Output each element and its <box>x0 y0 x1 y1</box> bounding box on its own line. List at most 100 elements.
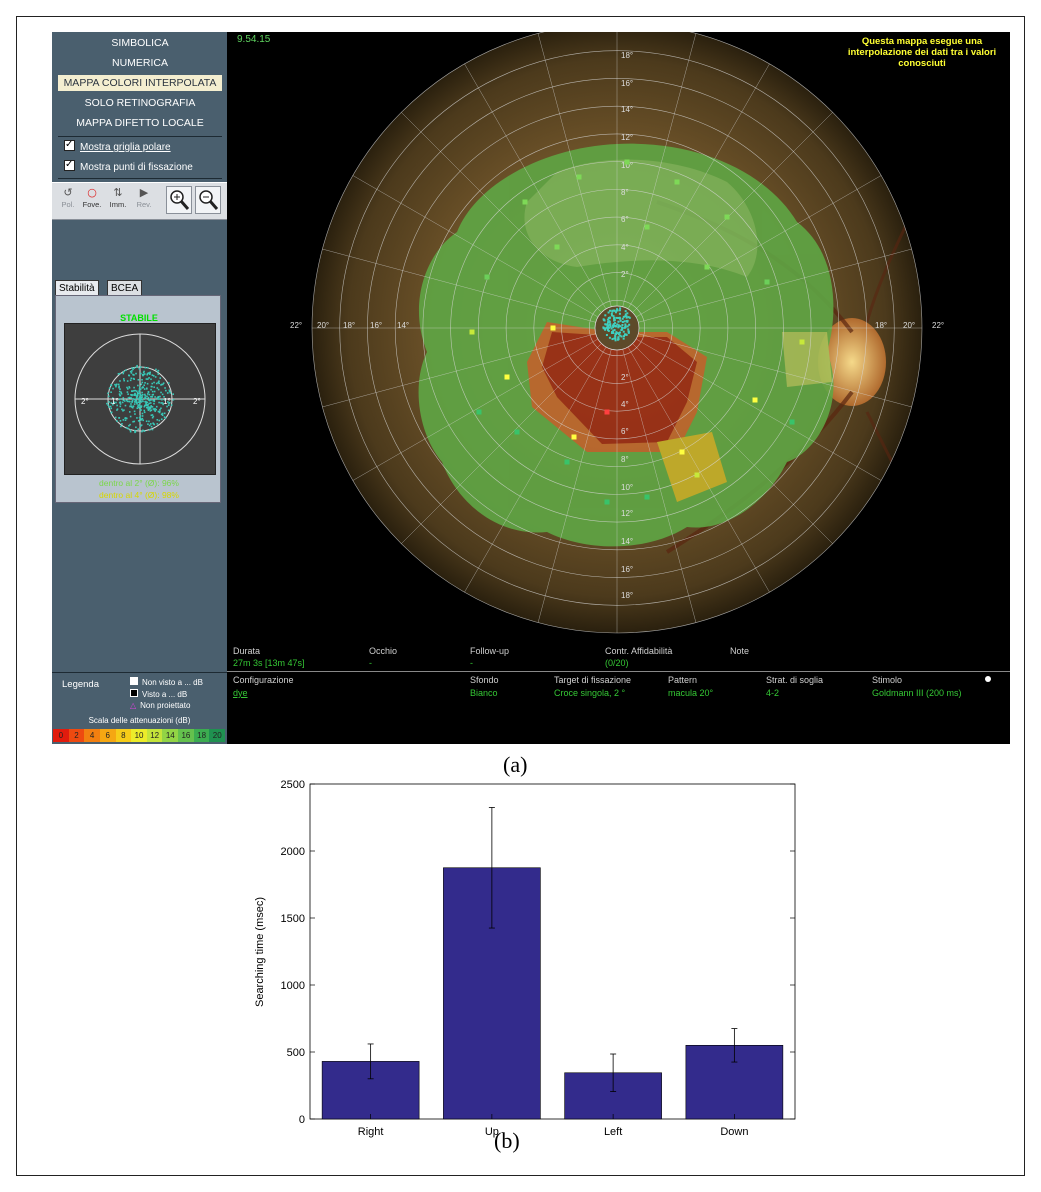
checkbox-checked-icon[interactable] <box>64 137 75 153</box>
checkbox-mostra-punti-fissazione[interactable]: Mostra punti di fissazione <box>64 157 193 176</box>
fixation-point <box>614 339 617 342</box>
grid-spoke <box>537 341 614 623</box>
zoom-in-button[interactable] <box>166 186 192 214</box>
fixation-dot <box>123 379 126 382</box>
grid-label: 4° <box>621 243 629 252</box>
fixation-dot <box>151 382 154 385</box>
fixation-point <box>612 324 615 327</box>
fixation-point <box>612 326 615 329</box>
fixation-point <box>623 335 626 338</box>
tool-pol-button[interactable]: ↺ Pol. <box>56 186 80 216</box>
fixation-dot <box>152 375 155 377</box>
fixation-point <box>611 338 614 341</box>
stimulus-point <box>604 409 610 415</box>
checkbox-checked-icon[interactable] <box>64 157 75 173</box>
fixation-point <box>606 318 609 321</box>
grid-label: 6° <box>621 215 629 224</box>
target-value: Croce singola, 2 ° <box>554 688 626 698</box>
fixation-dot <box>151 416 154 419</box>
fixation-dot <box>110 384 112 386</box>
fixation-dot <box>134 431 136 434</box>
checkbox-mostra-griglia-polare[interactable]: Mostra griglia polare <box>64 137 171 156</box>
fixation-dot <box>150 405 153 408</box>
fixation-dot <box>132 373 134 376</box>
fixation-dot <box>163 395 165 398</box>
fixation-dot <box>131 401 133 403</box>
fixation-dot <box>162 383 164 386</box>
fixation-dot <box>110 402 113 404</box>
fixation-dot <box>130 372 133 374</box>
fixation-dot <box>152 422 154 425</box>
fixation-dot <box>153 402 155 405</box>
fixation-point <box>605 326 608 329</box>
fixation-dot <box>145 378 148 380</box>
scale-step: 16 <box>178 729 194 742</box>
fixation-dot <box>141 373 144 376</box>
tool-rev-button[interactable]: ▶ Rev. <box>132 186 156 216</box>
fixation-dot <box>154 396 156 398</box>
fixation-dot <box>149 406 151 409</box>
fixation-dot <box>119 398 121 400</box>
fixation-dot <box>111 397 114 399</box>
tool-fove-button[interactable]: ○ Fove. <box>80 186 104 216</box>
fixation-dot <box>130 397 132 399</box>
fovea-ring <box>594 305 640 351</box>
fixation-dot <box>153 390 156 393</box>
menu-item-mappa-colori-interpolata[interactable]: MAPPA COLORI INTERPOLATA <box>58 75 222 91</box>
caption-a: (a) <box>503 752 528 777</box>
fixation-dot <box>137 420 140 422</box>
fixation-dot <box>129 379 132 382</box>
tab-stabilita[interactable]: Stabilità <box>55 280 99 296</box>
grid-label: 20° <box>317 321 329 330</box>
fixation-dot <box>146 366 149 369</box>
fixation-dot <box>157 396 160 399</box>
fixation-dot <box>127 393 129 395</box>
fixation-point <box>614 324 617 327</box>
fixation-dot <box>134 399 137 402</box>
fixation-dot <box>133 393 136 395</box>
fixation-dot <box>160 383 163 386</box>
tab-bcea[interactable]: BCEA <box>107 280 143 296</box>
fixation-point <box>623 320 626 323</box>
fixation-dot <box>160 418 163 421</box>
grid-label: 14° <box>621 537 633 546</box>
grid-label: 6° <box>621 427 629 436</box>
fixation-dot <box>125 417 128 420</box>
fixation-dot <box>121 401 124 404</box>
tool-imm-button[interactable]: ⇅ Imm. <box>106 186 130 216</box>
tool-label: Pol. <box>61 200 75 209</box>
stimulus-label: Stimolo <box>872 675 903 685</box>
fixation-dot <box>140 405 143 407</box>
fixation-dot <box>167 382 170 384</box>
grid-spoke <box>620 33 697 315</box>
fixation-point <box>617 337 620 340</box>
fixation-point <box>608 320 611 323</box>
menu-item-numerica[interactable]: NUMERICA <box>111 57 168 69</box>
fixation-dot <box>160 402 162 404</box>
fixation-dot <box>128 374 130 377</box>
fixation-point <box>616 332 619 335</box>
strategy-value: 4-2 <box>766 688 780 698</box>
fixation-dot <box>148 377 150 379</box>
fixation-dot <box>164 399 166 401</box>
menu-item-solo-retinografia[interactable]: SOLO RETINOGRAFIA <box>84 97 196 109</box>
fixation-point <box>604 314 607 317</box>
config-link[interactable]: dye <box>233 688 248 698</box>
fixation-dot <box>141 415 144 417</box>
menu-item-simbolica[interactable]: SIMBOLICA <box>111 37 169 49</box>
fixation-dot <box>138 396 141 399</box>
fixation-point <box>602 326 605 329</box>
fixation-dot <box>159 410 161 413</box>
red-scotoma-region <box>542 332 697 444</box>
fixation-dot <box>144 400 146 403</box>
zoom-out-button[interactable] <box>195 186 221 214</box>
fixation-dot <box>146 406 148 409</box>
fixation-dot <box>138 389 141 392</box>
fixation-dot <box>137 404 140 406</box>
menu-item-mappa-difetto-locale[interactable]: MAPPA DIFETTO LOCALE <box>76 117 204 129</box>
zoom-out-icon <box>199 190 219 210</box>
fixation-point <box>627 316 630 319</box>
y-tick-label: 1000 <box>281 980 305 992</box>
fixation-dot <box>153 386 155 389</box>
fixation-dot <box>147 396 150 399</box>
